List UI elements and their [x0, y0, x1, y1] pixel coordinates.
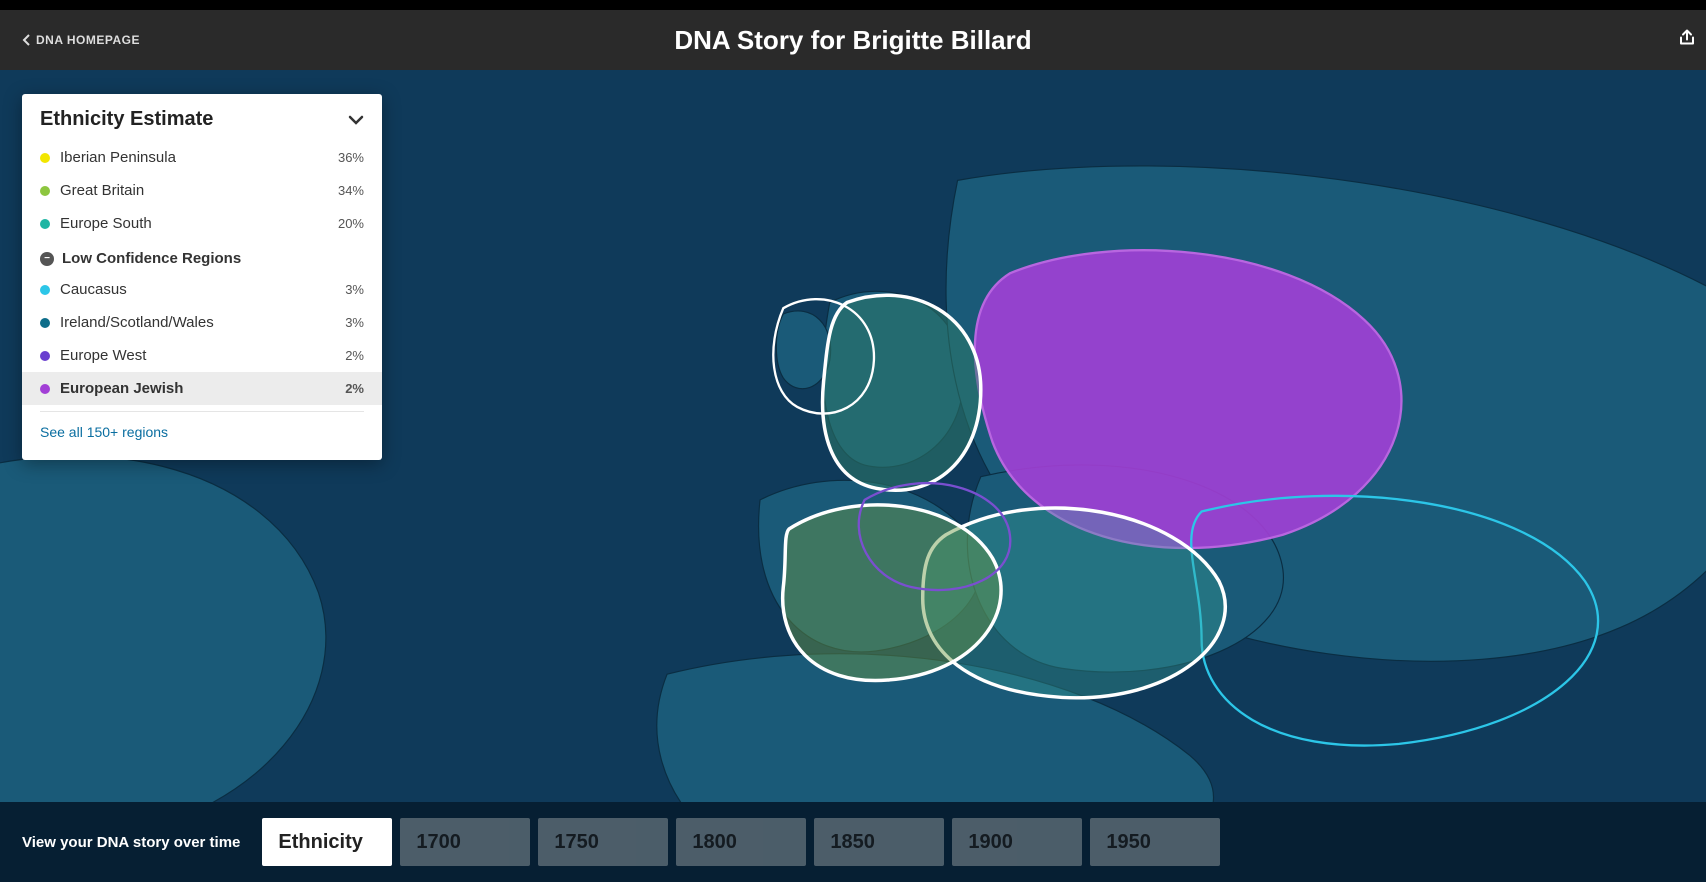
- ethnicity-color-dot: [40, 219, 50, 229]
- see-all-regions-link[interactable]: See all 150+ regions: [40, 424, 168, 440]
- map-area[interactable]: Ethnicity Estimate Iberian Peninsula36%G…: [0, 70, 1706, 802]
- ethnicity-row[interactable]: Iberian Peninsula36%: [22, 141, 382, 174]
- timeline-bar: View your DNA story over time Ethnicity1…: [0, 802, 1706, 882]
- timeline-tab[interactable]: 1800: [676, 818, 806, 866]
- bottom-strip: [0, 882, 1706, 892]
- ethnicity-row[interactable]: Ireland/Scotland/Wales3%: [22, 306, 382, 339]
- top-strip: [0, 0, 1706, 10]
- timeline-tab[interactable]: 1850: [814, 818, 944, 866]
- ethnicity-row[interactable]: Europe South20%: [22, 207, 382, 240]
- timeline-tab[interactable]: 1900: [952, 818, 1082, 866]
- ethnicity-list: Iberian Peninsula36%Great Britain34%Euro…: [22, 141, 382, 460]
- low-confidence-label: Low Confidence Regions: [62, 250, 241, 267]
- ethnicity-color-dot: [40, 153, 50, 163]
- ethnicity-color-dot: [40, 318, 50, 328]
- timeline-prompt: View your DNA story over time: [22, 834, 240, 851]
- minus-circle-icon: −: [40, 252, 54, 266]
- ethnicity-color-dot: [40, 384, 50, 394]
- see-all-regions-row: See all 150+ regions: [40, 411, 364, 456]
- back-to-dna-homepage[interactable]: DNA HOMEPAGE: [22, 33, 140, 47]
- page-title: DNA Story for Brigitte Billard: [674, 25, 1031, 56]
- ethnicity-row[interactable]: Great Britain34%: [22, 174, 382, 207]
- ethnicity-row[interactable]: Europe West2%: [22, 339, 382, 372]
- ethnicity-panel-title: Ethnicity Estimate: [40, 108, 213, 131]
- ethnicity-percent: 3%: [345, 315, 364, 330]
- ethnicity-percent: 20%: [338, 216, 364, 231]
- chevron-down-icon: [348, 115, 364, 125]
- ethnicity-label: Caucasus: [60, 281, 345, 298]
- chevron-left-icon: [22, 34, 30, 46]
- ethnicity-panel-toggle[interactable]: Ethnicity Estimate: [22, 94, 382, 141]
- back-link-label: DNA HOMEPAGE: [36, 33, 140, 47]
- share-button[interactable]: [1678, 29, 1696, 52]
- timeline-tab[interactable]: 1950: [1090, 818, 1220, 866]
- ethnicity-label: Europe West: [60, 347, 345, 364]
- ethnicity-label: European Jewish: [60, 380, 345, 397]
- low-confidence-header: −Low Confidence Regions: [22, 240, 382, 273]
- ethnicity-row[interactable]: Caucasus3%: [22, 273, 382, 306]
- ethnicity-percent: 3%: [345, 282, 364, 297]
- share-icon: [1678, 29, 1696, 47]
- timeline-tab[interactable]: Ethnicity: [262, 818, 392, 866]
- ethnicity-color-dot: [40, 285, 50, 295]
- ethnicity-percent: 34%: [338, 183, 364, 198]
- region-overlay-britain[interactable]: [823, 295, 981, 490]
- ethnicity-label: Europe South: [60, 215, 338, 232]
- timeline-tab[interactable]: 1750: [538, 818, 668, 866]
- ethnicity-percent: 2%: [345, 348, 364, 363]
- ethnicity-color-dot: [40, 351, 50, 361]
- timeline-tab[interactable]: 1700: [400, 818, 530, 866]
- ethnicity-label: Great Britain: [60, 182, 338, 199]
- ethnicity-percent: 36%: [338, 150, 364, 165]
- ethnicity-label: Iberian Peninsula: [60, 149, 338, 166]
- ethnicity-label: Ireland/Scotland/Wales: [60, 314, 345, 331]
- ethnicity-row[interactable]: European Jewish2%: [22, 372, 382, 405]
- page-header: DNA HOMEPAGE DNA Story for Brigitte Bill…: [0, 10, 1706, 70]
- ethnicity-color-dot: [40, 186, 50, 196]
- ethnicity-panel: Ethnicity Estimate Iberian Peninsula36%G…: [22, 94, 382, 460]
- ethnicity-percent: 2%: [345, 381, 364, 396]
